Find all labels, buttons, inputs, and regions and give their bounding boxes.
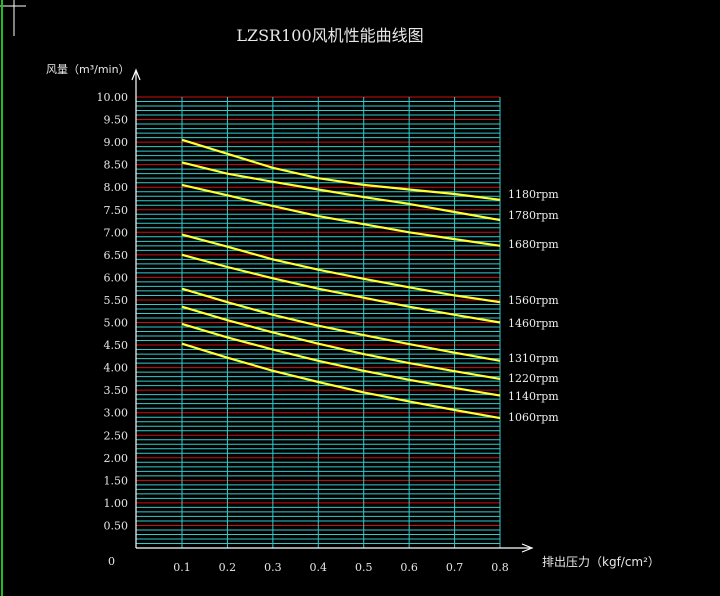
- rpm-curve-line: [181, 161, 501, 222]
- y-tick-label: 7.00: [104, 226, 129, 239]
- rpm-curve-line: [181, 322, 501, 397]
- y-tick-label: 9.00: [104, 136, 129, 149]
- rpm-curve-line: [181, 342, 501, 420]
- y-tick-label: 2.50: [104, 429, 129, 442]
- y-axis-arrow-icon: [131, 68, 141, 81]
- x-tick-label: 0.3: [264, 561, 282, 574]
- x-axis-label: 排出压力（kgf/cm²）: [542, 555, 660, 569]
- series-label: 1560rpm: [508, 294, 559, 307]
- y-tick-label: 5.00: [104, 317, 129, 330]
- y-axis-label: 风量（m³/min）: [46, 63, 130, 76]
- crosshair-cursor-icon: [0, 0, 26, 36]
- x-axis-arrow-icon: [521, 543, 534, 553]
- y-tick-label: 4.50: [104, 339, 129, 352]
- rpm-curve-line: [181, 138, 501, 201]
- rpm-curves: [181, 138, 501, 420]
- rpm-curve-line: [181, 305, 501, 380]
- series-label: 1310rpm: [508, 352, 559, 365]
- series-label: 1140rpm: [508, 390, 559, 403]
- y-tick-label: 2.00: [104, 452, 129, 465]
- y-tick-label: 0.50: [104, 519, 129, 532]
- y-tick-label: 10.00: [97, 91, 129, 104]
- series-label: 1780rpm: [508, 209, 559, 222]
- tick-labels: 0 0.50 1.00 1.50 2.00 2.50 3.00 3.50 4.00 4.50 5.0…: [97, 91, 509, 574]
- series-label: 1460rpm: [508, 317, 559, 330]
- y-tick-label: 1.00: [104, 497, 129, 510]
- series-label: 1180rpm: [508, 188, 559, 201]
- y-tick-label: 6.50: [104, 249, 129, 262]
- y-tick-label: 6.00: [104, 271, 129, 284]
- series-label: 1220rpm: [508, 372, 559, 385]
- y-tick-label: 4.00: [104, 362, 129, 375]
- y-tick-label: 0: [108, 555, 115, 568]
- series-label: 1680rpm: [508, 238, 559, 251]
- chart-title: LZSR100风机性能曲线图: [236, 26, 423, 45]
- y-tick-label: 3.00: [104, 407, 129, 420]
- x-tick-label: 0.2: [219, 561, 237, 574]
- y-tick-label: 7.50: [104, 204, 129, 217]
- rpm-curve-line: [181, 287, 501, 362]
- x-tick-label: 0.7: [446, 561, 464, 574]
- y-tick-label: 8.00: [104, 181, 129, 194]
- series-label: 1060rpm: [508, 411, 559, 424]
- x-tick-label: 0.1: [173, 561, 191, 574]
- y-tick-label: 3.50: [104, 384, 129, 397]
- x-tick-label: 0.8: [491, 561, 509, 574]
- y-tick-label: 1.50: [104, 474, 129, 487]
- y-tick-label: 8.50: [104, 159, 129, 172]
- plot-axes: [131, 68, 534, 553]
- x-tick-label: 0.4: [310, 561, 328, 574]
- rpm-curve-line: [181, 233, 501, 304]
- series-labels: 1180rpm 1780rpm 1680rpm 1560rpm 1460rpm 1310r…: [508, 188, 559, 424]
- rpm-curve-line: [181, 183, 501, 247]
- rpm-curve-line: [181, 253, 501, 324]
- y-tick-label: 9.50: [104, 114, 129, 127]
- x-tick-label: 0.5: [355, 561, 373, 574]
- x-tick-label: 0.6: [400, 561, 418, 574]
- y-tick-label: 5.50: [104, 294, 129, 307]
